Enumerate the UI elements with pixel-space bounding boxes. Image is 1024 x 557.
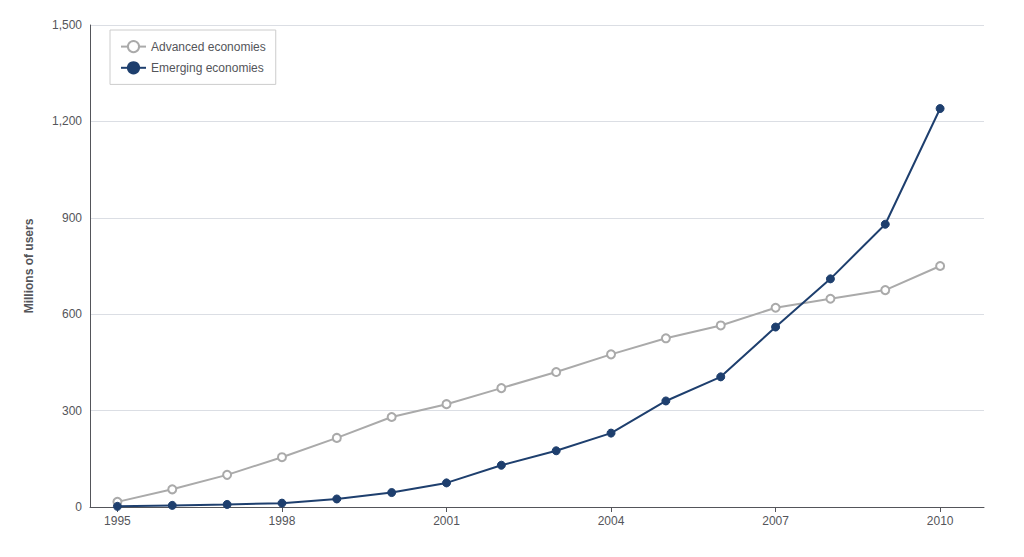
svg-text:1998: 1998	[269, 514, 296, 528]
svg-text:300: 300	[62, 404, 82, 418]
svg-text:Millions of users: Millions of users	[22, 218, 36, 313]
svg-text:1,500: 1,500	[52, 18, 82, 32]
svg-text:0: 0	[75, 500, 82, 514]
svg-text:600: 600	[62, 307, 82, 321]
svg-text:2004: 2004	[598, 514, 625, 528]
svg-text:900: 900	[62, 211, 82, 225]
svg-text:2010: 2010	[927, 514, 954, 528]
svg-text:1,200: 1,200	[52, 114, 82, 128]
svg-text:2001: 2001	[433, 514, 460, 528]
svg-text:Emerging economies: Emerging economies	[151, 61, 264, 75]
svg-text:Advanced economies: Advanced economies	[151, 40, 266, 54]
svg-text:2007: 2007	[762, 514, 789, 528]
svg-text:1995: 1995	[104, 514, 131, 528]
